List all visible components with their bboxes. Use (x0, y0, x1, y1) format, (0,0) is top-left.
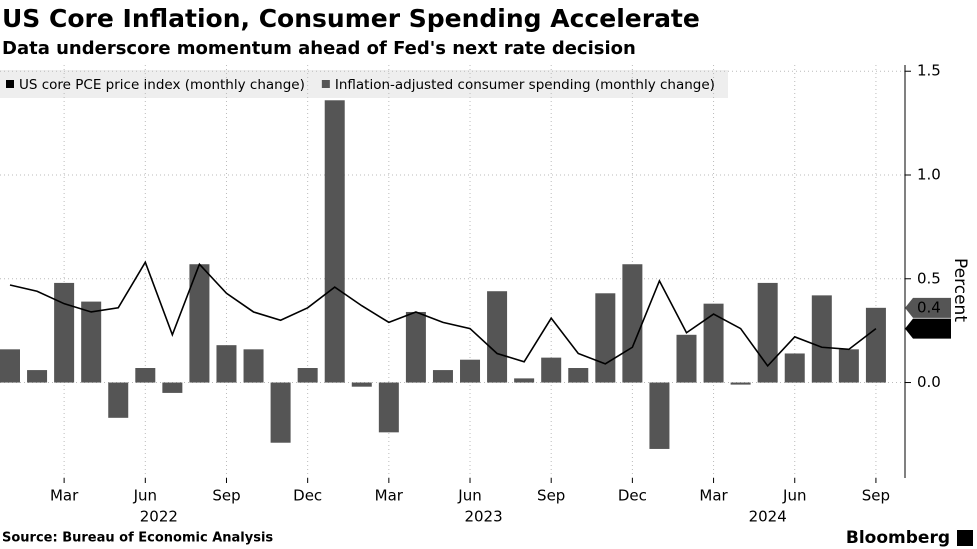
bar (676, 334, 697, 383)
value-label: 0.3 (917, 319, 941, 337)
chart-title: US Core Inflation, Consumer Spending Acc… (2, 4, 700, 33)
legend-label: Inflation-adjusted consumer spending (mo… (335, 77, 715, 93)
bar (270, 382, 291, 443)
x-tick-label: Sep (212, 487, 240, 505)
legend-swatch (321, 80, 330, 88)
bar (514, 378, 535, 383)
bar (297, 368, 318, 383)
bar (757, 282, 778, 383)
bar (351, 382, 372, 387)
bar (487, 291, 508, 383)
bar (108, 382, 129, 418)
bar (838, 349, 859, 383)
bar (730, 382, 751, 385)
y-tick-label: 0.0 (917, 373, 941, 391)
y-tick-label: 1.5 (917, 62, 941, 80)
bar (703, 303, 724, 383)
value-tag (905, 297, 951, 318)
x-year-label: 2022 (140, 508, 178, 526)
bar (0, 349, 20, 383)
x-tick-label: Dec (618, 487, 647, 505)
brand-logo (957, 530, 973, 546)
bar (27, 370, 48, 383)
bar (81, 301, 102, 383)
y-tick-label: 0.5 (917, 269, 941, 287)
source: Source: Bureau of Economic Analysis (2, 531, 273, 546)
value-label: 0.4 (917, 298, 941, 316)
x-tick-label: Mar (50, 487, 79, 505)
x-tick-label: Sep (862, 487, 890, 505)
bar (541, 357, 562, 383)
x-tick-label: Dec (293, 487, 322, 505)
x-tick-label: Jun (782, 487, 806, 505)
chart-subtitle: Data underscore momentum ahead of Fed's … (2, 38, 636, 59)
y-axis-label: Percent (950, 258, 970, 322)
bar (243, 349, 264, 383)
bar (189, 264, 210, 383)
bar (216, 345, 237, 383)
bar (54, 282, 75, 383)
x-year-label: 2023 (464, 508, 502, 526)
line (9, 260, 877, 368)
bar (378, 382, 399, 433)
legend-swatch (6, 80, 14, 88)
value-tag (905, 318, 951, 339)
x-tick-label: Jun (457, 487, 481, 505)
bar (568, 368, 589, 383)
bar (784, 353, 805, 383)
legend-box (0, 70, 728, 98)
bar (405, 311, 426, 383)
bar (649, 382, 670, 449)
bar (135, 368, 156, 383)
bar (622, 264, 643, 383)
bar (460, 359, 481, 383)
x-tick-label: Sep (537, 487, 565, 505)
y-tick-label: 1.0 (917, 165, 941, 183)
x-tick-label: Jun (133, 487, 157, 505)
brand: Bloomberg (846, 528, 950, 548)
x-tick-label: Mar (699, 487, 728, 505)
bar (162, 382, 183, 393)
bar (432, 370, 453, 383)
x-tick-label: Mar (375, 487, 404, 505)
legend-label: US core PCE price index (monthly change) (19, 77, 305, 93)
bar (811, 295, 832, 383)
bar (865, 307, 886, 383)
x-year-label: 2024 (749, 508, 787, 526)
bar (595, 293, 616, 383)
bar (324, 100, 345, 383)
